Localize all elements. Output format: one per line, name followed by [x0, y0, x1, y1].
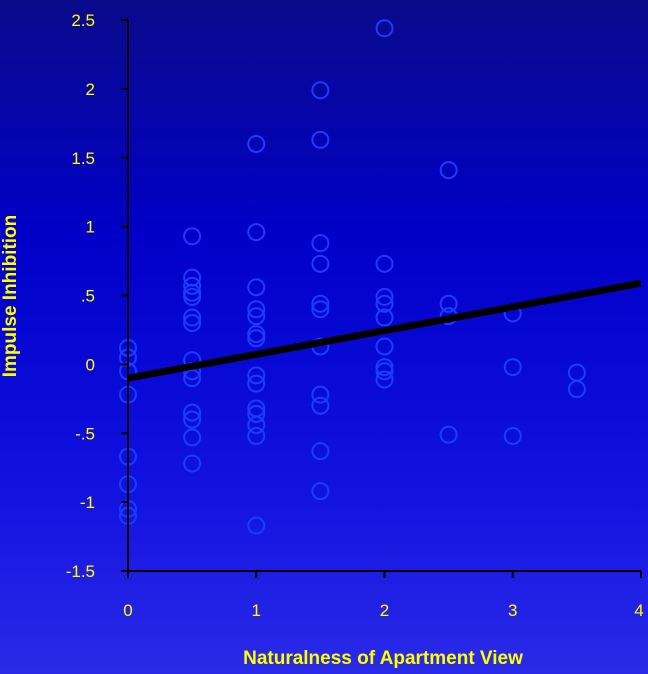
y-axis-title: Impulse Inhibition	[0, 215, 21, 378]
data-point	[247, 134, 266, 153]
x-tick-label: 1	[252, 601, 261, 620]
y-tick-label: 0	[86, 355, 95, 374]
data-point	[247, 300, 266, 319]
data-point	[311, 482, 330, 501]
data-point	[375, 254, 394, 273]
x-tick-label: 4	[634, 601, 643, 620]
data-points	[119, 19, 586, 535]
x-tick-label: 3	[508, 601, 517, 620]
data-point	[183, 276, 202, 295]
data-point	[375, 362, 394, 381]
data-point	[183, 227, 202, 246]
data-point	[183, 428, 202, 447]
data-point	[311, 234, 330, 253]
regression-line	[127, 279, 642, 382]
x-tick-label: 2	[380, 601, 389, 620]
data-point	[247, 415, 266, 434]
data-point	[503, 358, 522, 377]
data-point	[183, 283, 202, 302]
data-point	[247, 329, 266, 348]
y-tick-label: .5	[81, 287, 95, 306]
data-point	[311, 254, 330, 273]
data-point	[183, 308, 202, 327]
data-point	[567, 380, 586, 399]
data-point	[375, 308, 394, 327]
data-point	[311, 130, 330, 149]
data-point	[183, 410, 202, 429]
x-axis-ticks: 0 1 2 3 4	[123, 571, 644, 620]
x-tick-label: 0	[123, 601, 132, 620]
data-point	[311, 294, 330, 313]
data-point	[183, 454, 202, 473]
data-point	[247, 325, 266, 344]
y-tick-label: -1.5	[66, 562, 95, 581]
data-point	[311, 442, 330, 461]
data-point	[503, 427, 522, 446]
data-point	[375, 294, 394, 313]
data-point	[439, 294, 458, 313]
x-axis-title: Naturalness of Apartment View	[243, 648, 523, 669]
data-point	[183, 314, 202, 333]
data-point	[183, 287, 202, 306]
data-point	[311, 396, 330, 415]
data-point	[183, 403, 202, 422]
y-tick-label: 1.5	[71, 149, 95, 168]
data-point	[375, 19, 394, 38]
data-point	[311, 300, 330, 319]
data-point	[247, 278, 266, 297]
data-point	[439, 161, 458, 180]
data-point	[183, 369, 202, 388]
data-point	[247, 223, 266, 242]
data-point	[247, 427, 266, 446]
data-point	[439, 425, 458, 444]
data-point	[247, 404, 266, 423]
data-point	[375, 337, 394, 356]
y-tick-label: 2.5	[71, 11, 95, 30]
y-tick-label: -.5	[75, 424, 95, 443]
data-point	[247, 366, 266, 385]
data-point	[311, 81, 330, 100]
data-point	[311, 385, 330, 404]
data-point	[247, 374, 266, 393]
data-point	[247, 516, 266, 535]
y-tick-label: 1	[86, 218, 95, 237]
data-point	[375, 370, 394, 389]
data-point	[375, 358, 394, 377]
data-point	[375, 287, 394, 306]
y-tick-label: -1	[80, 493, 95, 512]
y-tick-label: 2	[86, 80, 95, 99]
y-axis-ticks: 2.521.51.50-.5-1-1.5	[66, 11, 128, 581]
data-point	[247, 307, 266, 326]
data-point	[567, 363, 586, 382]
